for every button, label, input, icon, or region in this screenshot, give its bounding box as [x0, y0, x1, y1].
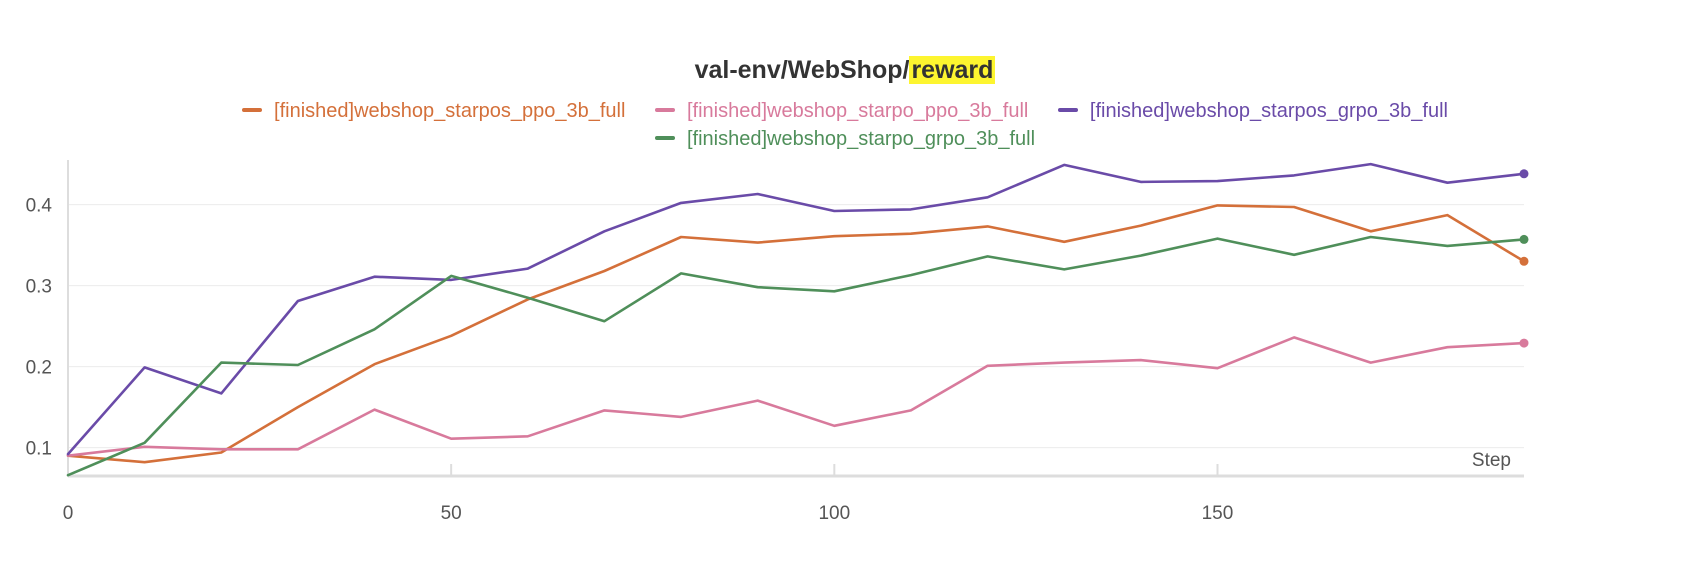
legend-swatch — [242, 107, 263, 112]
grid — [68, 204, 1524, 449]
series-line-2[interactable] — [66, 162, 1526, 456]
series-line-3[interactable] — [66, 235, 1526, 477]
series-line-0[interactable] — [66, 204, 1526, 464]
y-tick-label: 0.1 — [26, 439, 52, 460]
legend-label: [finished]webshop_starpo_ppo_3b_full — [686, 100, 1029, 122]
legend-label: [finished]webshop_starpos_ppo_3b_full — [274, 100, 626, 122]
x-tick-label: 0 — [63, 503, 74, 524]
legend-row-2: [finished]webshop_starpo_grpo_3b_full — [0, 128, 1690, 151]
x-axis-label: Step — [1472, 450, 1511, 471]
y-tick-label: 0.2 — [26, 358, 52, 379]
chart-title-prefix: val-env/WebShop/ — [694, 56, 910, 84]
series-line-1[interactable] — [66, 336, 1526, 458]
legend-swatch — [654, 107, 675, 112]
series-end-point-2[interactable] — [1519, 169, 1529, 179]
legend: [finished]webshop_starpos_ppo_3b_full [f… — [0, 100, 1690, 123]
legend-label: [finished]webshop_starpo_grpo_3b_full — [686, 128, 1036, 150]
series-end-point-1[interactable] — [1519, 338, 1529, 348]
legend-swatch — [1057, 107, 1078, 112]
legend-swatch — [654, 135, 675, 140]
x-tick-label: 50 — [441, 503, 462, 524]
legend-item-starpos-grpo[interactable]: [finished]webshop_starpos_grpo_3b_full — [1057, 100, 1448, 123]
y-tick-label: 0.3 — [26, 277, 52, 298]
x-tick-label: 100 — [818, 503, 850, 524]
y-axis-ticks: 0.1 0.2 0.3 0.4 — [26, 196, 53, 460]
chart-title: val-env/WebShop/reward — [0, 56, 1690, 85]
series-end-point-3[interactable] — [1519, 234, 1529, 244]
x-axis-ticks: 0 50 100 150 — [63, 464, 1234, 524]
legend-item-starpos-ppo[interactable]: [finished]webshop_starpos_ppo_3b_full — [242, 100, 625, 123]
series-end-point-0[interactable] — [1519, 256, 1529, 266]
legend-item-starpo-ppo[interactable]: [finished]webshop_starpo_ppo_3b_full — [654, 100, 1029, 123]
legend-item-starpo-grpo[interactable]: [finished]webshop_starpo_grpo_3b_full — [654, 128, 1036, 151]
x-tick-label: 150 — [1202, 503, 1234, 524]
series-layer — [66, 162, 1529, 477]
y-tick-label: 0.4 — [26, 196, 53, 217]
legend-label: [finished]webshop_starpos_grpo_3b_full — [1089, 100, 1448, 122]
chart-title-highlight: reward — [909, 56, 996, 84]
